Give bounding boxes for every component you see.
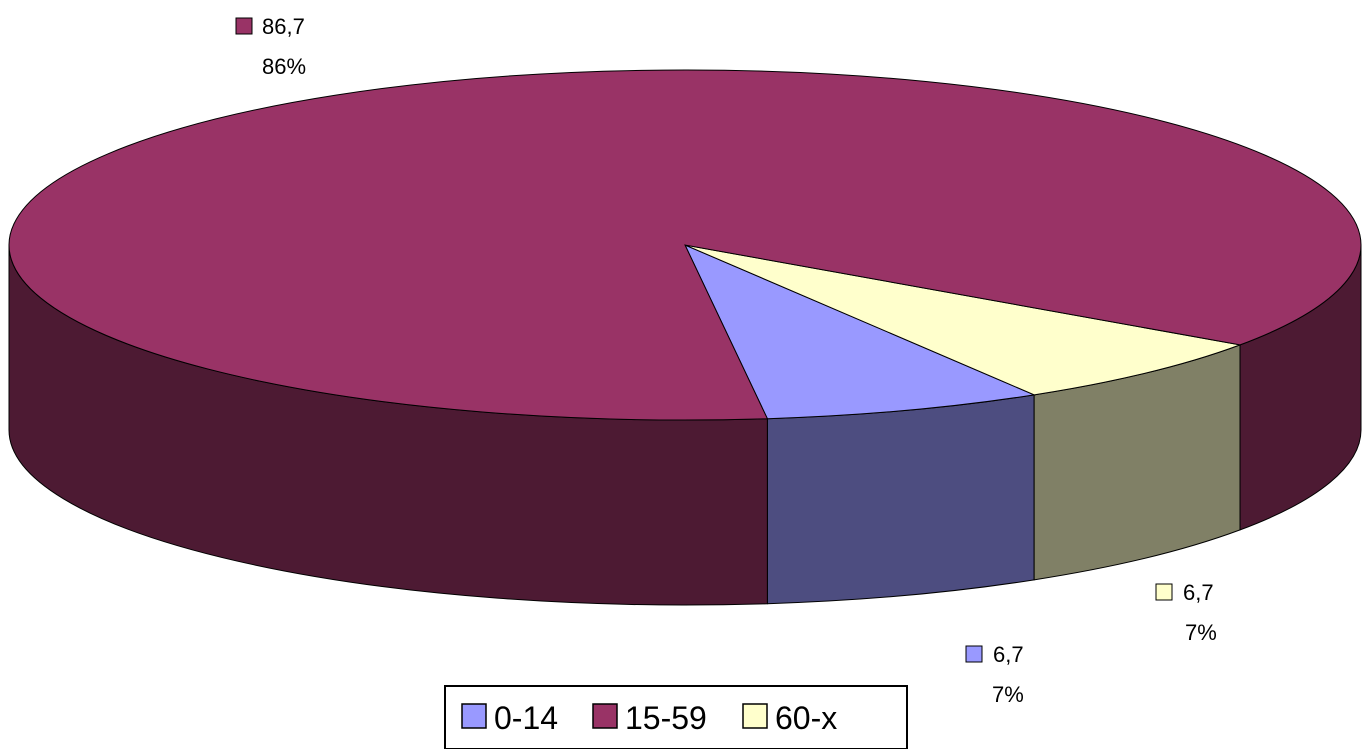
legend-swatch-60-x — [742, 703, 768, 729]
pie-slice-60-x — [684, 244, 1242, 396]
data-label-swatch-60-x — [1155, 583, 1173, 601]
legend-swatch-15-59 — [592, 703, 618, 729]
pie-slice-15-59 — [8, 69, 1362, 421]
pie-slice-0-14 — [683, 244, 1036, 420]
legend-label-15-59: 15-59 — [625, 700, 707, 736]
data-label-swatch-15-59 — [235, 17, 253, 35]
legend-label-0-14: 0-14 — [494, 700, 558, 736]
data-label-15-59: 86,7 86% — [235, 14, 306, 79]
pie-side-0-14 — [766, 394, 1035, 605]
data-label-percent-15-59: 86% — [262, 54, 306, 79]
data-label-60-x: 6,7 7% — [1155, 580, 1217, 645]
legend-swatch-0-14 — [461, 703, 487, 729]
data-label-value-15-59: 86,7 — [262, 14, 305, 39]
legend: 0-14 15-59 60-x — [444, 685, 908, 749]
data-label-0-14: 6,7 7% — [965, 642, 1024, 707]
data-label-value-60-x: 6,7 — [1183, 580, 1214, 605]
legend-label-60-x: 60-x — [775, 700, 837, 736]
legend-box — [444, 685, 908, 749]
pie-tops — [8, 69, 1362, 421]
pie-sides — [8, 244, 1362, 606]
data-label-swatch-0-14 — [965, 645, 983, 663]
data-label-value-0-14: 6,7 — [993, 642, 1024, 667]
data-label-percent-60-x: 7% — [1185, 620, 1217, 645]
data-label-percent-0-14: 7% — [992, 682, 1024, 707]
